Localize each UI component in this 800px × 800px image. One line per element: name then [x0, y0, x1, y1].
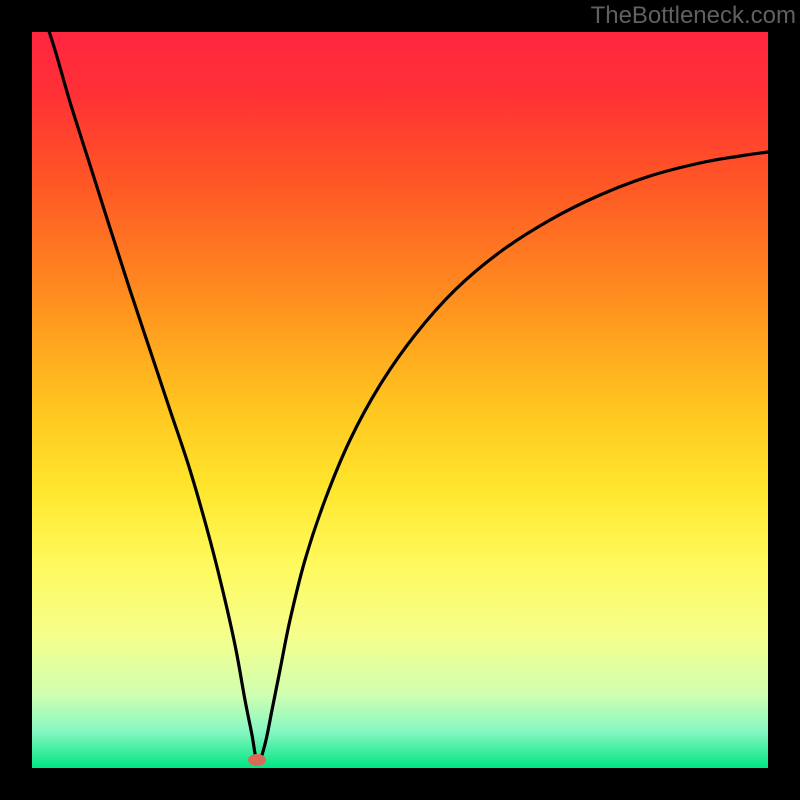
optimum-marker: [248, 754, 266, 766]
chart-stage: TheBottleneck.com: [0, 0, 800, 800]
plot-background: [32, 32, 768, 768]
bottleneck-chart: [0, 0, 800, 800]
